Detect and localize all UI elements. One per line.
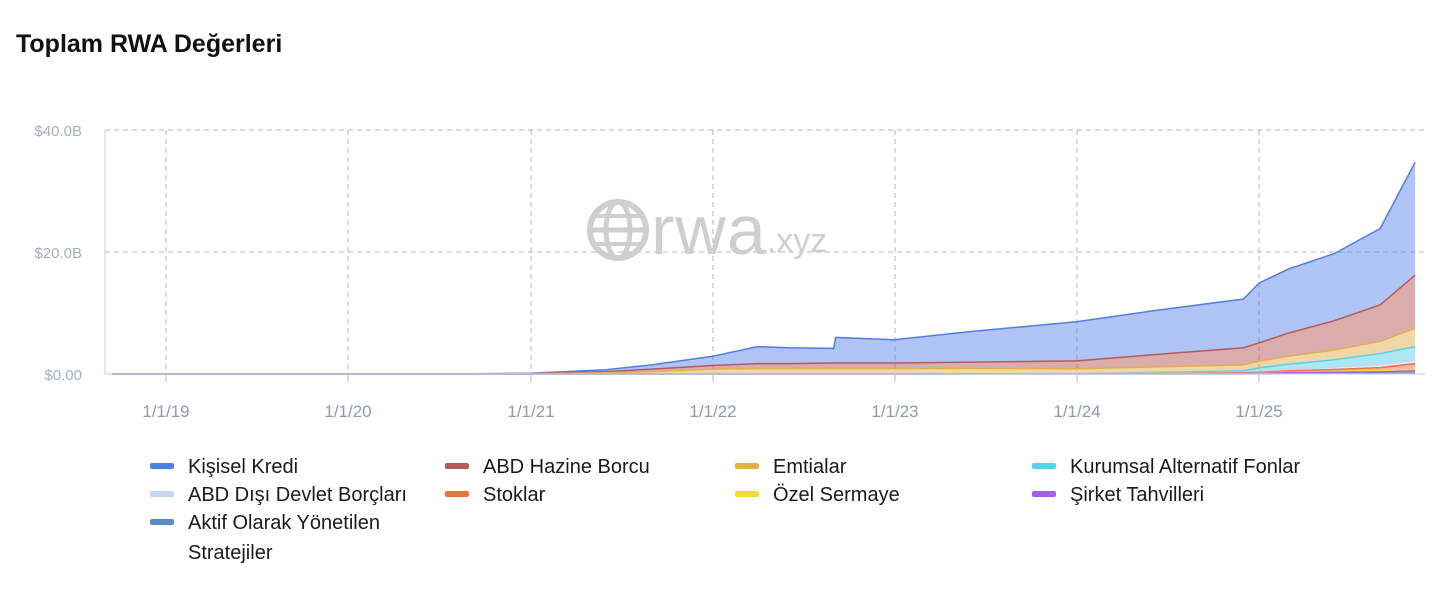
chart-svg: $0.00 $20.0B $40.0B 1/1/19 1/1/20 1/1/21 1/1/2… [34,123,1425,421]
globe-icon [587,199,649,261]
watermark-suffix: .xyz [766,221,828,260]
legend-label: Özel Sermaye [773,484,900,506]
legend-item[interactable]: Emtialar [735,452,1023,482]
x-tick-label: 1/1/24 [1053,402,1100,421]
legend-item[interactable]: Kişisel Kredi [150,452,438,482]
legend-label: ABD Dışı Devlet Borçları [188,484,407,506]
y-tick-label: $0.00 [44,367,82,384]
legend-label: Stoklar [483,484,546,506]
chart-legend: Kişisel Kredi ABD Hazine Borcu Emtialar Kur… [150,452,1390,572]
legend-swatch [150,519,174,525]
area-series-0-line [112,161,1416,375]
x-tick-label: 1/1/21 [507,402,554,421]
legend-swatch [1032,491,1056,497]
legend-swatch [1032,463,1056,469]
x-tick-label: 1/1/20 [324,402,371,421]
legend-label: Şirket Tahvilleri [1070,484,1205,506]
grid-lines [105,129,1425,374]
y-tick-label: $40.0B [34,123,82,140]
legend-swatch [735,491,759,497]
legend-item[interactable]: Kurumsal Alternatif Fonlar [1032,452,1320,482]
legend-swatch [445,491,469,497]
x-tick-label: 1/1/25 [1235,402,1282,421]
legend-swatch [445,463,469,469]
legend-label: ABD Hazine Borcu [483,456,650,478]
legend-item[interactable]: Özel Sermaye [735,480,1023,510]
axes: $0.00 $20.0B $40.0B 1/1/19 1/1/20 1/1/21 1/1/2… [34,123,1425,421]
legend-swatch [735,463,759,469]
legend-label: Emtialar [773,456,847,478]
legend-item[interactable]: Aktif Olarak Yönetilen Stratejiler [150,508,438,568]
x-tick-label: 1/1/22 [689,402,736,421]
legend-item[interactable]: Stoklar [445,480,733,510]
legend-item[interactable]: Şirket Tahvilleri [1032,480,1320,510]
watermark: rwa .xyz [585,190,827,270]
legend-label: Kurumsal Alternatif Fonlar [1070,456,1301,478]
legend-label: Aktif Olarak Yönetilen Stratejiler [188,512,380,564]
x-tick-label: 1/1/23 [871,402,918,421]
watermark-brand: rwa [651,191,767,269]
legend-label: Kişisel Kredi [188,456,299,478]
legend-swatch [150,463,174,469]
legend-item[interactable]: ABD Dışı Devlet Borçları [150,480,438,510]
area-series-0 [112,162,1416,374]
x-tick-label: 1/1/19 [142,402,189,421]
legend-swatch [150,491,174,497]
chart-title: Toplam RWA Değerleri [16,30,283,58]
legend-item[interactable]: ABD Hazine Borcu [445,452,733,482]
y-tick-label: $20.0B [34,245,82,262]
